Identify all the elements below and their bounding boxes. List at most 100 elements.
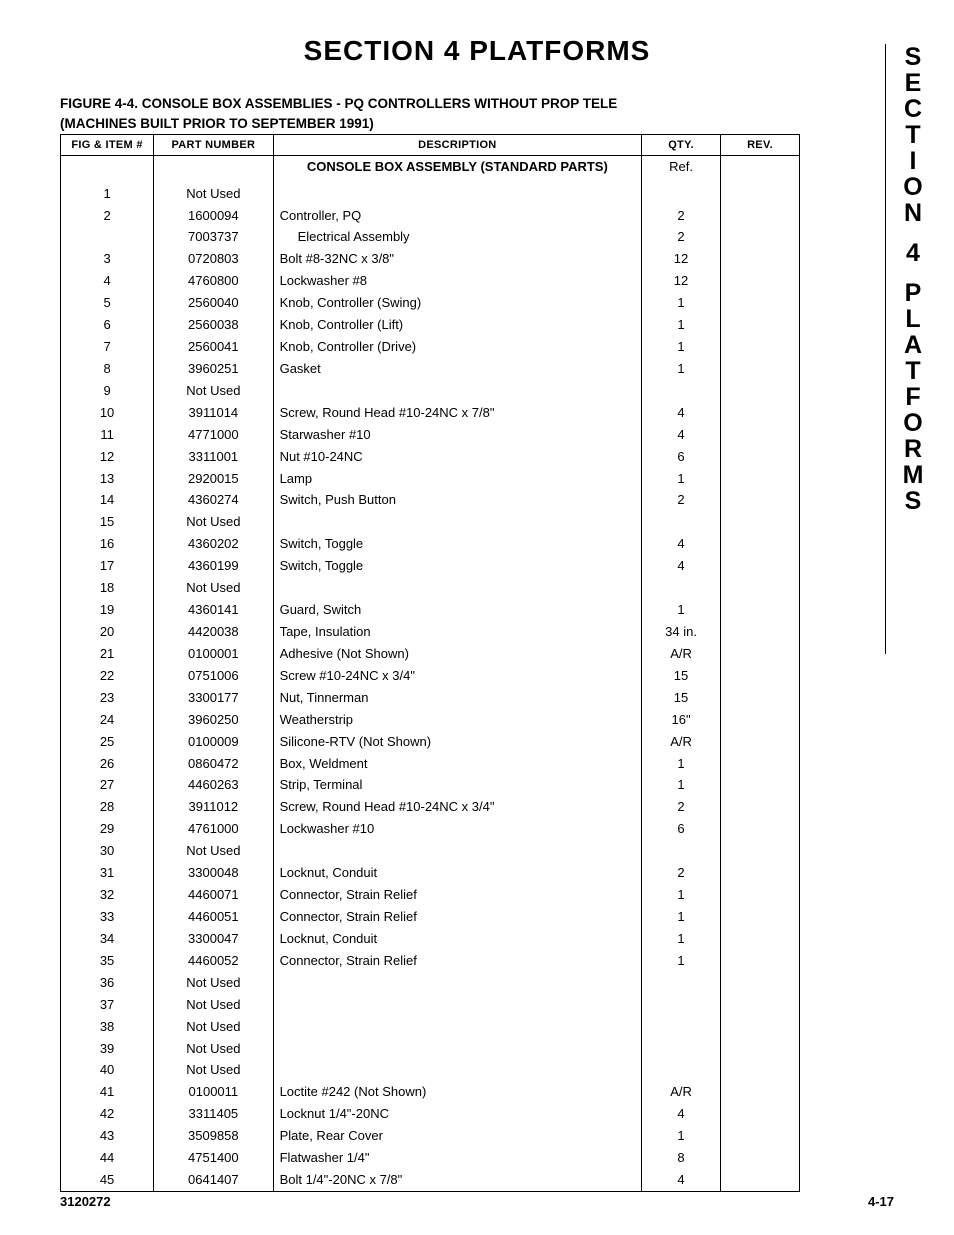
cell-qty: 15 — [642, 687, 721, 709]
table-row: 72560041Knob, Controller (Drive)1 — [61, 336, 800, 358]
cell-desc: Knob, Controller (Swing) — [273, 292, 641, 314]
cell-part: 3300048 — [154, 862, 273, 884]
cell-part: 0100009 — [154, 730, 273, 752]
table-row: 283911012Screw, Round Head #10-24NC x 3/… — [61, 796, 800, 818]
cell-rev — [721, 248, 800, 270]
cell-fig: 32 — [61, 884, 154, 906]
table-row: 210100001Adhesive (Not Shown)A/R — [61, 643, 800, 665]
cell-part: 3911014 — [154, 402, 273, 424]
cell-fig: 40 — [61, 1059, 154, 1081]
cell-fig: 15 — [61, 511, 154, 533]
cell-fig — [61, 226, 154, 248]
cell-rev — [721, 994, 800, 1016]
table-row: 260860472Box, Weldment1 — [61, 752, 800, 774]
cell-desc: Lamp — [273, 467, 641, 489]
cell-fig: 18 — [61, 577, 154, 599]
cell-part: 3311405 — [154, 1103, 273, 1125]
cell-desc: Connector, Strain Relief — [273, 950, 641, 972]
cell-qty: 4 — [642, 424, 721, 446]
cell-rev — [721, 796, 800, 818]
cell-fig: 36 — [61, 972, 154, 994]
cell-part: 4360141 — [154, 599, 273, 621]
cell-rev — [721, 314, 800, 336]
cell-part: 4460051 — [154, 906, 273, 928]
cell-part: 0100011 — [154, 1081, 273, 1103]
cell-fig: 38 — [61, 1015, 154, 1037]
cell-fig: 21 — [61, 643, 154, 665]
table-row: 233300177Nut, Tinnerman15 — [61, 687, 800, 709]
cell-part: 7003737 — [154, 226, 273, 248]
cell-fig: 8 — [61, 358, 154, 380]
cell-part: 2560038 — [154, 314, 273, 336]
cell-desc: Screw #10-24NC x 3/4" — [273, 665, 641, 687]
cell-fig: 39 — [61, 1037, 154, 1059]
section-title: SECTION 4 PLATFORMS — [50, 35, 904, 67]
cell-fig: 11 — [61, 424, 154, 446]
cell-qty: 6 — [642, 445, 721, 467]
cell-fig: 34 — [61, 928, 154, 950]
cell-part: Not Used — [154, 972, 273, 994]
cell-qty — [642, 840, 721, 862]
cell-fig: 7 — [61, 336, 154, 358]
cell-part: 0100001 — [154, 643, 273, 665]
cell-rev — [721, 1081, 800, 1103]
cell-qty — [642, 182, 721, 204]
cell-qty: A/R — [642, 643, 721, 665]
cell-rev — [721, 818, 800, 840]
cell-rev — [721, 1147, 800, 1169]
cell-desc: Locknut, Conduit — [273, 862, 641, 884]
side-tab-letter: N — [896, 200, 930, 226]
table-row: 243960250Weatherstrip16" — [61, 709, 800, 731]
cell-qty: 34 in. — [642, 621, 721, 643]
cell-rev — [721, 1037, 800, 1059]
table-row: 44760800Lockwasher #812 — [61, 270, 800, 292]
cell-rev — [721, 577, 800, 599]
cell-fig: 27 — [61, 774, 154, 796]
cell-qty: 4 — [642, 1103, 721, 1125]
cell-fig: 35 — [61, 950, 154, 972]
cell-fig: 20 — [61, 621, 154, 643]
cell-desc: Nut, Tinnerman — [273, 687, 641, 709]
cell-desc — [273, 972, 641, 994]
cell-desc — [273, 1015, 641, 1037]
cell-part: 4460052 — [154, 950, 273, 972]
cell-qty: 1 — [642, 774, 721, 796]
cell-fig: 43 — [61, 1125, 154, 1147]
cell-desc: Silicone-RTV (Not Shown) — [273, 730, 641, 752]
cell-fig: 33 — [61, 906, 154, 928]
side-tab-letter: 4 — [896, 240, 930, 266]
cell-qty — [642, 972, 721, 994]
cell-rev — [721, 204, 800, 226]
cell-qty — [642, 994, 721, 1016]
cell-desc: Loctite #242 (Not Shown) — [273, 1081, 641, 1103]
cell-rev — [721, 928, 800, 950]
cell-part: Not Used — [154, 182, 273, 204]
cell-desc: Bolt #8-32NC x 3/8" — [273, 248, 641, 270]
cell-rev — [721, 380, 800, 402]
cell-rev — [721, 555, 800, 577]
cell-qty: 4 — [642, 402, 721, 424]
cell-desc — [273, 1037, 641, 1059]
cell-qty: 12 — [642, 248, 721, 270]
cell-part: 3300177 — [154, 687, 273, 709]
cell-qty: 1 — [642, 906, 721, 928]
cell-desc: Guard, Switch — [273, 599, 641, 621]
table-row: 343300047Locknut, Conduit1 — [61, 928, 800, 950]
table-row: 194360141Guard, Switch1 — [61, 599, 800, 621]
cell-qty: 1 — [642, 292, 721, 314]
cell-rev — [721, 1103, 800, 1125]
page-footer: 3120272 4-17 — [60, 1194, 894, 1209]
cell-qty: 6 — [642, 818, 721, 840]
cell-fig: 30 — [61, 840, 154, 862]
cell-rev — [721, 643, 800, 665]
cell-part: 4460071 — [154, 884, 273, 906]
cell-rev — [721, 621, 800, 643]
cell-qty: 1 — [642, 884, 721, 906]
cell-desc: Electrical Assembly — [273, 226, 641, 248]
table-row: 450641407Bolt 1/4"-20NC x 7/8"4 — [61, 1169, 800, 1191]
cell-qty: 8 — [642, 1147, 721, 1169]
footer-right: 4-17 — [868, 1194, 894, 1209]
cell-part: 4751400 — [154, 1147, 273, 1169]
cell-part: 3960250 — [154, 709, 273, 731]
cell-part: 0720803 — [154, 248, 273, 270]
